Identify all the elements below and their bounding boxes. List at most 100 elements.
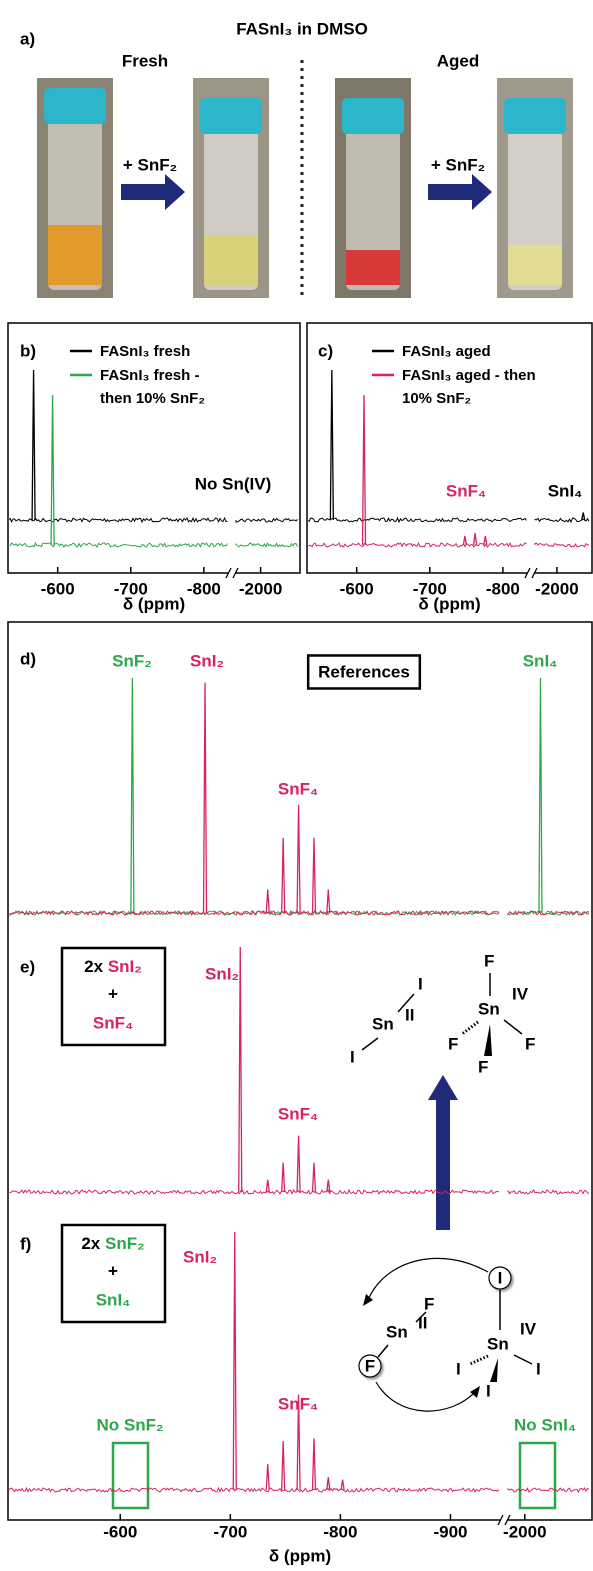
x-tick-label: -700 xyxy=(413,579,447,598)
vial-photo xyxy=(37,78,113,298)
x-tick-label: -2000 xyxy=(503,1522,546,1541)
peak xyxy=(281,837,286,914)
x-tick-label: -800 xyxy=(486,579,520,598)
peak xyxy=(50,394,55,546)
frame xyxy=(7,621,593,1521)
annotation: References xyxy=(318,662,410,681)
peak xyxy=(311,1162,317,1193)
peak xyxy=(311,1438,317,1491)
coefficient: 2x xyxy=(84,957,103,976)
arrow xyxy=(428,1075,458,1230)
baseline-noise xyxy=(9,541,228,549)
x-tick-label: -600 xyxy=(340,579,374,598)
x-tick-label: -700 xyxy=(114,579,148,598)
axis-break-gap xyxy=(527,569,535,577)
atom: Sn xyxy=(386,1322,408,1341)
reactant: SnF₂ xyxy=(105,1234,145,1253)
annotation: No Sn(IV) xyxy=(195,474,272,493)
annotation: SnF₂ xyxy=(112,651,152,670)
frame xyxy=(306,322,593,574)
oxidation: IV xyxy=(512,984,529,1003)
peak xyxy=(296,1394,301,1491)
baseline-noise xyxy=(507,1189,590,1195)
peak xyxy=(340,1479,345,1491)
panel-label: a) xyxy=(20,29,35,48)
annotation: No SnF₂ xyxy=(96,1415,163,1434)
peak xyxy=(326,1477,331,1491)
peak xyxy=(581,512,586,521)
reaction-box xyxy=(60,946,167,1047)
frame xyxy=(7,322,301,574)
atom: I xyxy=(536,1359,541,1378)
peak xyxy=(296,1135,301,1193)
x-axis-label: δ (ppm) xyxy=(269,1546,331,1565)
highlight-box xyxy=(518,1441,557,1510)
x-tick-label: -800 xyxy=(323,1522,357,1541)
annotation: No SnI₄ xyxy=(514,1415,576,1434)
x-tick-label: -900 xyxy=(433,1522,467,1541)
reaction-plus: + xyxy=(108,1261,118,1280)
annotation: SnI₂ xyxy=(183,1247,217,1266)
reactant: SnF₄ xyxy=(93,1013,133,1032)
panel-label: c) xyxy=(318,341,333,360)
reactant: SnI₄ xyxy=(96,1290,131,1309)
annotation: SnF₄ xyxy=(278,779,318,798)
reaction-plus: + xyxy=(108,984,118,1003)
peak xyxy=(311,837,317,914)
panel-title: FASnI₃ in DMSO xyxy=(236,19,368,38)
peak xyxy=(329,369,334,521)
annotation: SnF₄ xyxy=(278,1104,318,1123)
baseline-noise xyxy=(9,909,500,917)
peak xyxy=(326,889,331,914)
annotation: SnI₂ xyxy=(205,964,239,983)
peak xyxy=(472,532,478,546)
baseline-noise xyxy=(507,910,590,917)
baseline-noise xyxy=(9,1188,500,1195)
atom: I xyxy=(350,1047,355,1066)
peak xyxy=(296,804,301,914)
reaction-line: 2x SnF₂ xyxy=(81,1234,144,1253)
x-axis-label: δ (ppm) xyxy=(123,594,185,613)
baseline-noise xyxy=(534,517,590,524)
atom: F xyxy=(424,1294,434,1313)
highlight-box xyxy=(111,1441,150,1510)
atom: I xyxy=(486,1381,491,1400)
label-box xyxy=(306,654,422,690)
axis-break-gap xyxy=(500,1516,508,1524)
annotation: SnI₂ xyxy=(190,651,224,670)
baseline-noise xyxy=(235,542,298,548)
panel-label: e) xyxy=(20,957,35,976)
legend-label: FASnI₃ aged xyxy=(402,343,491,360)
baseline-noise xyxy=(507,1487,590,1494)
column-label: Fresh xyxy=(122,51,168,70)
peak xyxy=(232,1231,237,1491)
reagent-label: + SnF₂ xyxy=(123,155,177,174)
peak xyxy=(238,946,243,1193)
legend-label: FASnI₃ fresh xyxy=(100,343,191,360)
column-label: Aged xyxy=(437,51,480,70)
peak xyxy=(130,677,135,914)
annotation: SnF₄ xyxy=(278,1394,318,1413)
structure: F Sn II F I Sn IV I I I xyxy=(358,1257,541,1412)
atom: F xyxy=(365,1356,375,1375)
atom: Sn xyxy=(478,999,500,1018)
annotation: SnI₄ xyxy=(548,481,583,500)
oxidation: II xyxy=(418,1313,427,1332)
arrow xyxy=(121,174,185,210)
atom: F xyxy=(478,1057,488,1076)
peak xyxy=(281,1440,286,1491)
arrow xyxy=(428,174,492,210)
legend-label: FASnI₃ aged - then 10% SnF₂ xyxy=(402,367,536,407)
panel-label: b) xyxy=(20,341,36,360)
baseline-noise xyxy=(235,517,298,523)
annotation: SnF₄ xyxy=(446,481,486,500)
peak xyxy=(483,535,488,546)
oxidation: IV xyxy=(520,1319,537,1338)
atom: I xyxy=(418,974,423,993)
vial-photo xyxy=(193,78,269,298)
atom: F xyxy=(448,1034,458,1053)
structure: I Sn II I F Sn IV F F F xyxy=(350,951,535,1076)
axis-break xyxy=(225,567,239,579)
